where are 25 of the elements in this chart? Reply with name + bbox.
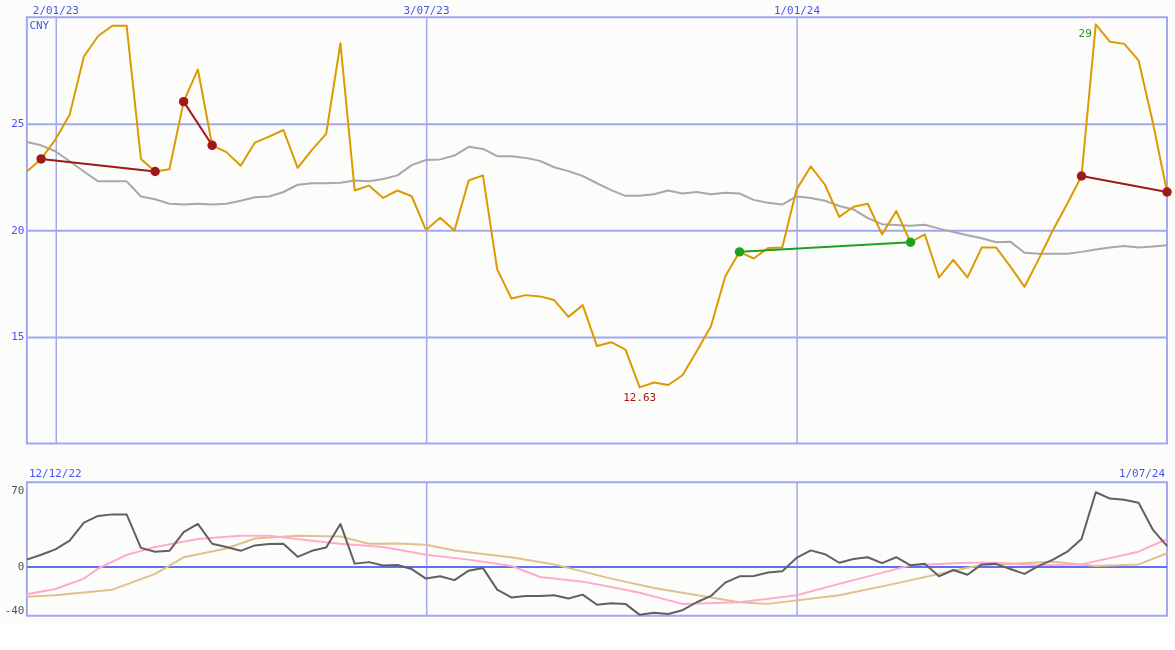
point [207,140,217,151]
annotation: 29 [1078,27,1092,41]
y-tick-label: 20 [11,223,25,237]
point [734,247,745,257]
point [150,166,160,177]
x-tick-label: 1/01/24 [773,3,821,17]
line-series [25,534,1169,605]
point [1076,171,1087,181]
point [905,237,916,247]
y-tick-label: 15 [11,330,25,344]
annotation: 12.63 [623,391,657,405]
y-tick-label: 70 [11,484,25,498]
line-series [25,491,1169,616]
text: 1/07/24 [1118,467,1166,481]
y-axis-title: CNY [29,18,50,32]
point [36,154,46,164]
y-tick-label: -40 [4,603,25,617]
x-tick-label: 3/07/23 [403,3,450,17]
point [1162,187,1172,197]
line-series [25,140,1169,255]
text: 12/12/22 [28,467,82,481]
x-tick-label: 2/01/23 [32,3,79,17]
y-tick-label: 25 [11,117,25,131]
y-tick-label: 0 [17,560,25,574]
point [178,96,189,107]
